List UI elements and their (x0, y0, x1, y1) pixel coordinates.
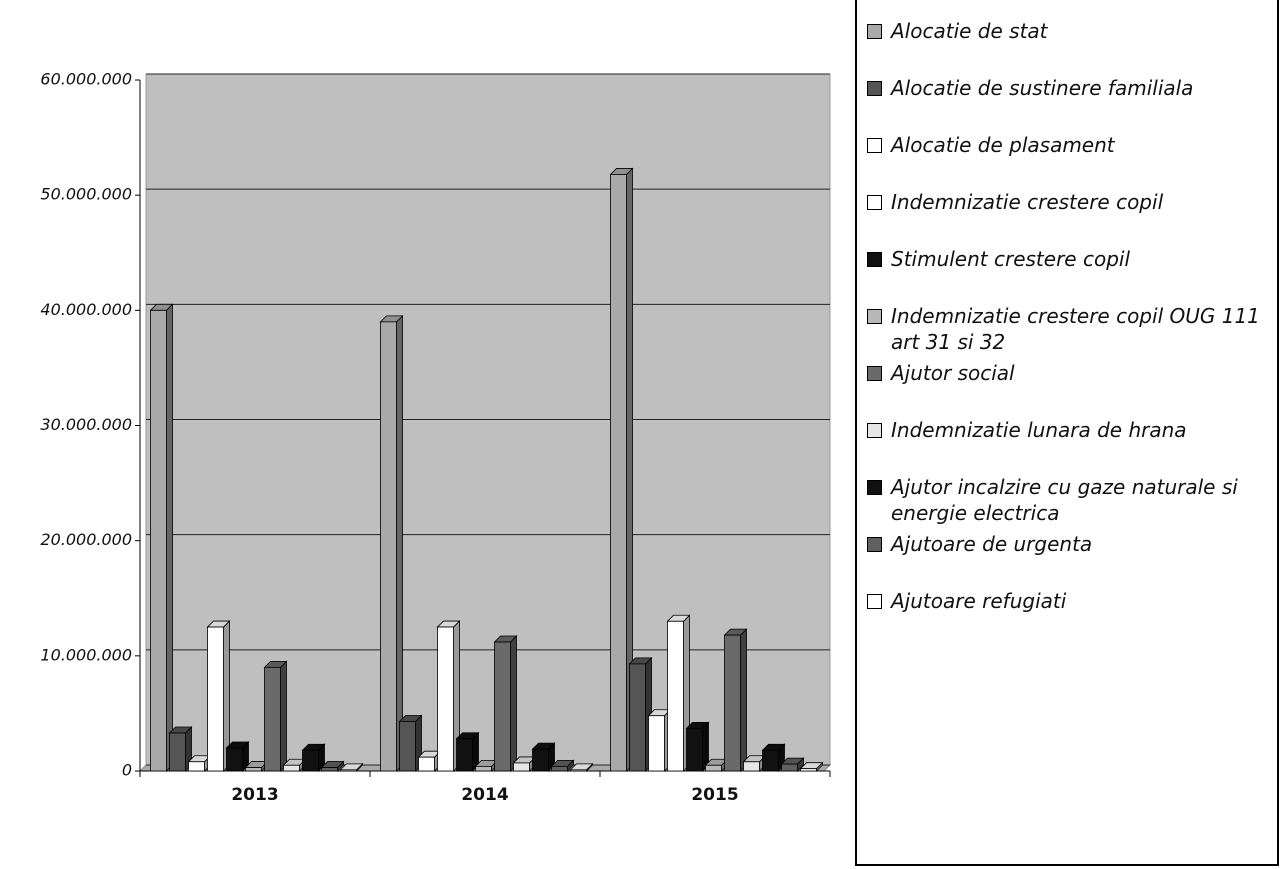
y-tick-label: 20.000.000 (40, 530, 132, 549)
bar (245, 767, 262, 772)
legend-item: Indemnizatie crestere copil (867, 189, 1277, 241)
legend-label: Ajutoare de urgenta (891, 532, 1093, 556)
legend-swatch (867, 480, 882, 495)
legend-item: Alocatie de sustinere familiala (867, 75, 1277, 127)
bar (513, 762, 530, 772)
legend-label: Ajutor incalzire cu gaze naturale si ene… (891, 475, 1238, 525)
legend-swatch (867, 81, 882, 96)
legend-swatch (867, 594, 882, 609)
bar (437, 626, 454, 772)
legend-label: Ajutor social (891, 361, 1015, 385)
legend-item: Indemnizatie lunara de hrana (867, 417, 1277, 469)
bar (781, 763, 798, 772)
legend-item: Alocatie de plasament (867, 132, 1277, 184)
bar (169, 732, 186, 772)
legend-item: Stimulent crestere copil (867, 246, 1277, 298)
bar-side (510, 635, 517, 772)
bar-side (740, 628, 747, 772)
bar (762, 749, 779, 772)
legend-swatch (867, 138, 882, 153)
bar (380, 321, 397, 772)
bar (188, 761, 205, 772)
bar (686, 727, 703, 772)
bar (264, 666, 281, 772)
legend-swatch (867, 309, 882, 324)
bar (743, 761, 760, 772)
bar (150, 309, 167, 772)
bar (321, 767, 338, 772)
bar (610, 174, 627, 772)
legend-swatch (867, 252, 882, 267)
legend-label: Indemnizatie lunara de hrana (891, 418, 1187, 442)
legend-swatch (867, 195, 882, 210)
bar (418, 756, 435, 772)
x-tick-label: 2014 (461, 785, 508, 805)
bar (475, 765, 492, 772)
y-tick-label: 50.000.000 (40, 185, 132, 204)
bar (207, 626, 224, 772)
legend-label: Indemnizatie crestere copil (891, 190, 1164, 214)
y-tick-label: 0 (122, 761, 132, 780)
legend-item: Ajutoare de urgenta (867, 531, 1277, 583)
legend-swatch (867, 366, 882, 381)
bar-side (396, 314, 403, 772)
bar (667, 620, 684, 772)
bar (648, 715, 665, 772)
bar (456, 738, 473, 772)
bar (705, 764, 722, 772)
legend-label: Ajutoare refugiati (891, 589, 1067, 613)
legend-swatch (867, 24, 882, 39)
legend-item: Ajutor incalzire cu gaze naturale si ene… (867, 474, 1277, 526)
bar (629, 663, 646, 772)
bar (399, 721, 416, 772)
legend-item: Alocatie de stat (867, 18, 1277, 70)
legend-swatch (867, 423, 882, 438)
bar (340, 769, 357, 772)
legend-label: Stimulent crestere copil (891, 247, 1131, 271)
chart: 0 10.000.000 20.000.000 30.000.000 40.000.00… (40, 70, 832, 805)
y-tick-label: 10.000.000 (40, 645, 132, 664)
bar (800, 768, 817, 772)
legend-label: Alocatie de plasament (891, 133, 1115, 157)
legend-label: Alocatie de stat (891, 19, 1048, 43)
legend-label: Indemnizatie crestere copil OUG 111 art … (891, 304, 1260, 354)
legend-label: Alocatie de sustinere familiala (891, 76, 1194, 100)
bar-side (280, 660, 287, 772)
legend: Alocatie de stat Alocatie de sustinere fa… (855, 0, 1279, 866)
legend-item: Ajutoare refugiati (867, 588, 1277, 640)
bar-side (166, 303, 173, 772)
legend-item: Ajutor social (867, 360, 1277, 412)
x-tick-label: 2013 (231, 785, 278, 805)
y-tick-label: 40.000.000 (40, 300, 132, 319)
legend-swatch (867, 537, 882, 552)
legend-item: Indemnizatie crestere copil OUG 111 art … (867, 303, 1277, 355)
bar (494, 641, 511, 772)
bar (551, 765, 568, 772)
bar (302, 749, 319, 772)
x-tick-label: 2015 (691, 785, 738, 805)
y-tick-label: 30.000.000 (40, 415, 132, 434)
bar (532, 748, 549, 772)
bar (570, 769, 587, 772)
bar (226, 747, 243, 772)
y-tick-label: 60.000.000 (40, 70, 132, 89)
bar (283, 764, 300, 772)
bar (724, 634, 741, 772)
